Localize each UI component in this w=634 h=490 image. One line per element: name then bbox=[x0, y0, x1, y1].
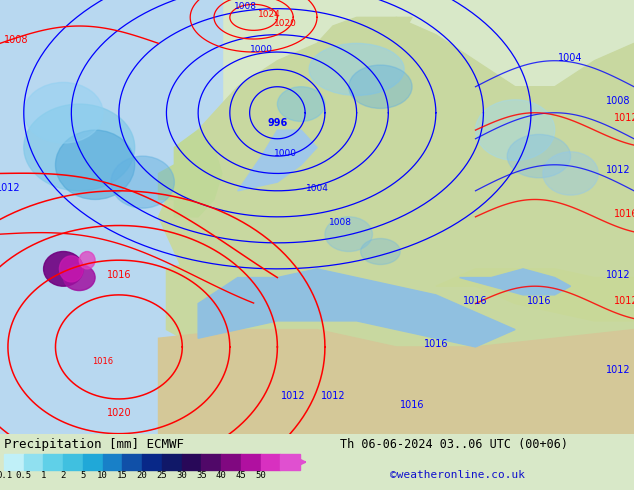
Ellipse shape bbox=[476, 100, 555, 160]
Text: 1012: 1012 bbox=[614, 295, 634, 306]
Ellipse shape bbox=[60, 256, 83, 282]
Ellipse shape bbox=[349, 65, 412, 108]
Bar bbox=[44, 454, 63, 470]
Text: 2: 2 bbox=[60, 471, 66, 480]
Bar bbox=[181, 454, 202, 470]
Ellipse shape bbox=[23, 82, 103, 143]
Text: 1012: 1012 bbox=[606, 270, 630, 279]
Ellipse shape bbox=[325, 217, 373, 251]
Bar bbox=[261, 454, 280, 470]
Text: 1012: 1012 bbox=[606, 365, 630, 375]
Text: 1020: 1020 bbox=[274, 19, 297, 28]
Text: 0.5: 0.5 bbox=[16, 471, 32, 480]
Text: 50: 50 bbox=[255, 471, 266, 480]
Text: 1016: 1016 bbox=[463, 295, 488, 306]
Text: 1004: 1004 bbox=[306, 184, 328, 193]
Text: 35: 35 bbox=[196, 471, 207, 480]
Text: Precipitation [mm] ECMWF: Precipitation [mm] ECMWF bbox=[4, 438, 184, 451]
Text: 996: 996 bbox=[268, 118, 287, 128]
Text: 1012: 1012 bbox=[606, 166, 630, 175]
Text: 40: 40 bbox=[216, 471, 226, 480]
Polygon shape bbox=[174, 130, 222, 217]
Text: 1016: 1016 bbox=[107, 270, 131, 279]
Bar bbox=[122, 454, 142, 470]
Text: 1000: 1000 bbox=[250, 45, 273, 54]
Bar bbox=[4, 454, 23, 470]
Bar bbox=[142, 454, 162, 470]
Text: 1012: 1012 bbox=[0, 183, 20, 193]
Polygon shape bbox=[436, 269, 634, 321]
Text: 1016: 1016 bbox=[614, 209, 634, 219]
Text: 1016: 1016 bbox=[424, 339, 448, 349]
Text: 1008: 1008 bbox=[329, 219, 353, 227]
Polygon shape bbox=[460, 269, 571, 295]
Text: 45: 45 bbox=[235, 471, 246, 480]
Polygon shape bbox=[198, 269, 515, 347]
Text: ©weatheronline.co.uk: ©weatheronline.co.uk bbox=[390, 470, 525, 480]
Polygon shape bbox=[158, 330, 634, 434]
Text: 1012: 1012 bbox=[614, 113, 634, 123]
Polygon shape bbox=[158, 165, 183, 199]
Text: 10: 10 bbox=[97, 471, 108, 480]
Text: 1016: 1016 bbox=[93, 357, 113, 366]
Text: 1012: 1012 bbox=[281, 391, 306, 401]
Bar bbox=[221, 454, 241, 470]
Bar bbox=[23, 454, 44, 470]
Ellipse shape bbox=[278, 87, 325, 122]
Text: 15: 15 bbox=[117, 471, 128, 480]
Text: 1008: 1008 bbox=[234, 1, 257, 11]
Text: 30: 30 bbox=[176, 471, 187, 480]
Ellipse shape bbox=[111, 156, 174, 208]
Text: 1020: 1020 bbox=[107, 408, 131, 418]
Ellipse shape bbox=[44, 251, 83, 286]
Text: 1008: 1008 bbox=[606, 96, 630, 106]
Bar bbox=[103, 454, 122, 470]
Bar bbox=[202, 454, 221, 470]
Text: 1: 1 bbox=[41, 471, 46, 480]
Text: Th 06-06-2024 03..06 UTC (00+06): Th 06-06-2024 03..06 UTC (00+06) bbox=[340, 438, 568, 451]
Ellipse shape bbox=[507, 134, 571, 178]
Polygon shape bbox=[158, 17, 634, 434]
Ellipse shape bbox=[23, 104, 135, 191]
Text: 25: 25 bbox=[157, 471, 167, 480]
Polygon shape bbox=[278, 17, 412, 147]
Text: 1004: 1004 bbox=[559, 53, 583, 63]
Text: 1016: 1016 bbox=[400, 400, 424, 410]
Text: 1008: 1008 bbox=[4, 35, 28, 46]
Bar bbox=[241, 454, 261, 470]
Text: 1012: 1012 bbox=[321, 391, 345, 401]
Text: 1000: 1000 bbox=[274, 149, 297, 158]
Ellipse shape bbox=[361, 239, 400, 265]
Ellipse shape bbox=[56, 130, 134, 199]
Bar bbox=[0, 0, 222, 434]
Polygon shape bbox=[166, 260, 261, 347]
Bar bbox=[280, 454, 300, 470]
Text: 0.1: 0.1 bbox=[0, 471, 12, 480]
Bar bbox=[162, 454, 181, 470]
Text: 5: 5 bbox=[81, 471, 86, 480]
Bar bbox=[83, 454, 103, 470]
Text: 20: 20 bbox=[137, 471, 148, 480]
Text: 1024: 1024 bbox=[258, 10, 281, 19]
Bar bbox=[63, 454, 83, 470]
Ellipse shape bbox=[543, 152, 598, 195]
Ellipse shape bbox=[63, 265, 95, 291]
Ellipse shape bbox=[79, 251, 95, 269]
Text: 1016: 1016 bbox=[527, 295, 551, 306]
Polygon shape bbox=[238, 130, 317, 191]
Ellipse shape bbox=[309, 44, 404, 96]
